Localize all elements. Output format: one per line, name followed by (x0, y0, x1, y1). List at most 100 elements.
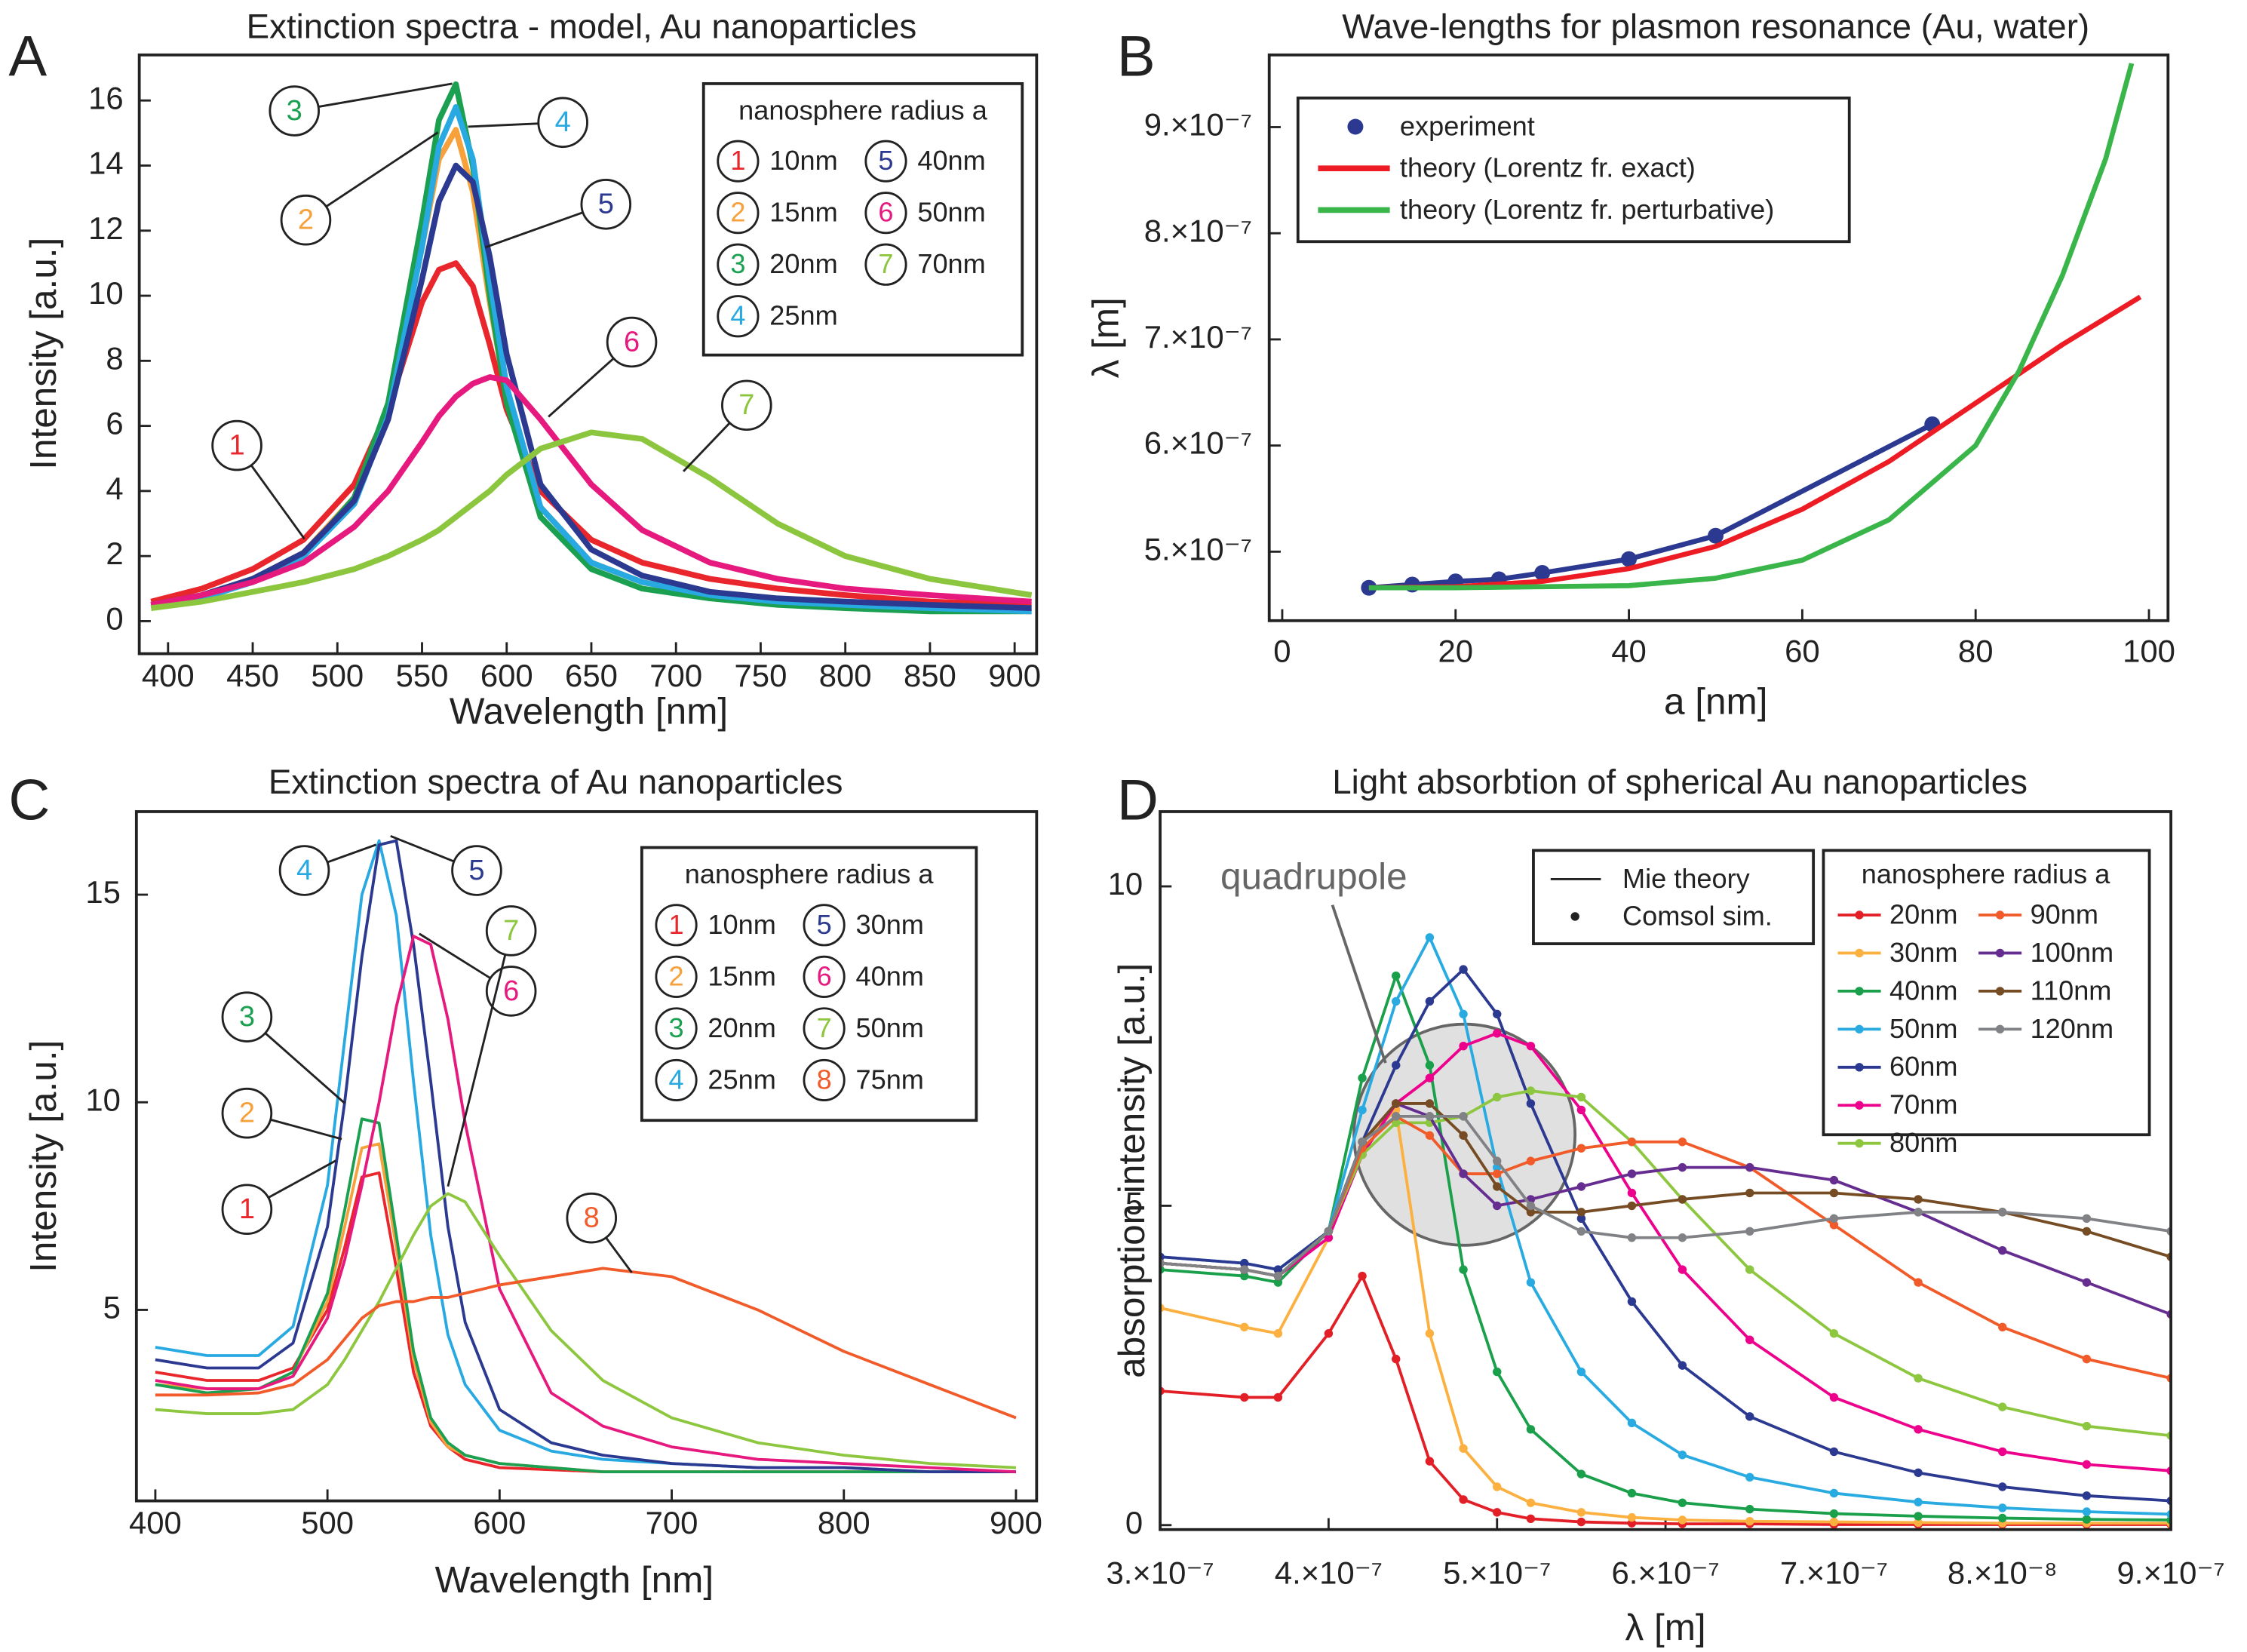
data-point (1998, 1208, 2007, 1217)
x-tick-label: 6.×10⁻⁷ (1611, 1555, 1719, 1591)
legend-circle (717, 192, 760, 235)
legend-circle (803, 955, 846, 998)
legend-dot (1995, 1024, 2005, 1034)
chart-title: Extinction spectra of Au nanoparticles (269, 763, 843, 801)
chart-title: Extinction spectra - model, Au nanoparti… (247, 8, 917, 46)
data-point (1708, 527, 1724, 544)
legend-number: 7 (817, 1012, 832, 1043)
data-point (1678, 1498, 1687, 1507)
data-point (1459, 1169, 1468, 1178)
callout-label: 1 (239, 1193, 255, 1225)
data-point (1392, 1061, 1401, 1070)
legend-circle (655, 1058, 698, 1101)
legend-label: 110nm (2031, 975, 2112, 1006)
data-point (1459, 1444, 1468, 1453)
data-point (1459, 1265, 1468, 1274)
legend-label: 50nm (917, 197, 985, 228)
legend-label: 40nm (855, 960, 923, 991)
data-point (1240, 1265, 1249, 1274)
legend-label: 20nm (708, 1012, 775, 1043)
data-point (1425, 1131, 1435, 1140)
chart-title: Light absorbtion of spherical Au nanopar… (1332, 763, 2028, 801)
legend-number: 6 (817, 960, 832, 991)
data-point (1914, 1425, 1923, 1434)
data-point (1745, 1412, 1754, 1421)
data-point (1425, 933, 1435, 942)
y-tick-label: 4 (106, 471, 123, 506)
data-point (1914, 1497, 1923, 1507)
x-tick-label: 500 (301, 1505, 354, 1540)
callout-label: 3 (239, 1001, 255, 1033)
data-point (1273, 1265, 1283, 1274)
data-point (1358, 1105, 1367, 1115)
data-point (1678, 1233, 1687, 1242)
data-point (1998, 1447, 2007, 1457)
callout-label: 2 (239, 1098, 255, 1129)
legend-number: 5 (878, 145, 893, 176)
data-point (1914, 1468, 1923, 1478)
y-tick-label: 15 (85, 874, 121, 910)
x-tick-label: 7.×10⁻⁷ (1780, 1555, 1888, 1591)
legend-label: 40nm (1889, 975, 1957, 1006)
data-point (1829, 1393, 1839, 1402)
data-point (1324, 1329, 1334, 1338)
legend-label: 70nm (1889, 1089, 1957, 1120)
series-line (155, 1267, 1017, 1420)
data-point (1324, 1227, 1334, 1236)
callout-label: 1 (229, 430, 244, 462)
x-tick-label: 900 (990, 1505, 1042, 1540)
data-point (1745, 1472, 1754, 1482)
data-point (1678, 1195, 1687, 1204)
x-tick-label: 8.×10⁻⁸ (1948, 1555, 2058, 1591)
x-tick-label: 3.×10⁻⁷ (1106, 1555, 1214, 1591)
legend-label: 50nm (855, 1012, 923, 1043)
data-point (2082, 1515, 2092, 1524)
style-legend-dot (1570, 912, 1579, 921)
x-tick-label: 400 (142, 658, 195, 693)
data-point (1829, 1509, 1839, 1518)
data-point (1829, 1221, 1839, 1230)
y-tick-label: 8 (106, 340, 123, 376)
legend-circle (803, 904, 846, 947)
data-point (1240, 1258, 1249, 1268)
legend-number: 4 (730, 300, 745, 331)
data-point (1914, 1195, 1923, 1204)
legend-label: 15nm (708, 960, 775, 991)
callout-circle (211, 419, 262, 471)
data-point (1240, 1271, 1249, 1281)
x-tick-label: 550 (396, 658, 449, 693)
data-point (2082, 1421, 2092, 1431)
y-tick-label: 6 (106, 406, 123, 441)
series-line (155, 935, 1017, 1474)
legend-label: 10nm (708, 909, 775, 940)
x-axis-label: λ [m] (1625, 1607, 1705, 1648)
data-point (1493, 1009, 1502, 1019)
data-point (1576, 1208, 1586, 1217)
data-point (1392, 1118, 1401, 1128)
x-tick-label: 4.×10⁻⁷ (1275, 1555, 1383, 1591)
callout-leader (305, 131, 439, 221)
data-point (1425, 996, 1435, 1006)
data-point (1576, 1214, 1586, 1224)
legend-dot (1855, 1138, 1864, 1148)
y-axis-label: λ [m] (1085, 297, 1127, 378)
legend-label: 25nm (769, 300, 837, 331)
data-point (1358, 1271, 1367, 1281)
data-point (1627, 1297, 1637, 1307)
legend-number: 1 (730, 145, 745, 176)
data-point (1358, 1073, 1367, 1082)
callout-circle (221, 991, 273, 1042)
legend-number: 2 (730, 197, 745, 228)
data-point (1576, 1508, 1586, 1517)
data-point (1829, 1488, 1839, 1498)
annotation-leader (1331, 904, 1387, 1064)
chart-title: Wave-lengths for plasmon resonance (Au, … (1342, 8, 2089, 46)
data-point (1493, 1029, 1502, 1038)
callout-label: 2 (298, 204, 314, 236)
series-line (150, 374, 1032, 608)
data-point (1998, 1245, 2007, 1255)
legend-label: 15nm (769, 197, 837, 228)
legend-label: 20nm (1889, 898, 1957, 929)
